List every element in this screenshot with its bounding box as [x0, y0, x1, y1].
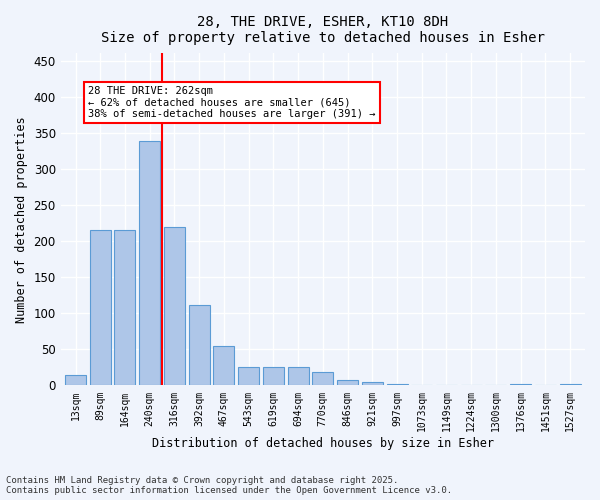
Text: 28 THE DRIVE: 262sqm
← 62% of detached houses are smaller (645)
38% of semi-deta: 28 THE DRIVE: 262sqm ← 62% of detached h…: [88, 86, 376, 119]
Bar: [411, 384, 432, 386]
Text: Contains HM Land Registry data © Crown copyright and database right 2025.
Contai: Contains HM Land Registry data © Crown c…: [6, 476, 452, 495]
Bar: [510, 384, 531, 386]
Y-axis label: Number of detached properties: Number of detached properties: [15, 116, 28, 322]
Bar: [287, 368, 308, 386]
Bar: [313, 372, 334, 386]
Bar: [263, 368, 284, 386]
Bar: [65, 374, 86, 386]
Bar: [90, 230, 111, 386]
Bar: [238, 366, 259, 386]
Bar: [337, 380, 358, 386]
Bar: [362, 382, 383, 386]
Bar: [214, 346, 235, 386]
Bar: [164, 226, 185, 386]
Bar: [188, 306, 209, 386]
Bar: [386, 384, 407, 386]
Title: 28, THE DRIVE, ESHER, KT10 8DH
Size of property relative to detached houses in E: 28, THE DRIVE, ESHER, KT10 8DH Size of p…: [101, 15, 545, 45]
Bar: [139, 142, 160, 386]
X-axis label: Distribution of detached houses by size in Esher: Distribution of detached houses by size …: [152, 437, 494, 450]
Bar: [560, 384, 581, 386]
Bar: [115, 230, 136, 386]
